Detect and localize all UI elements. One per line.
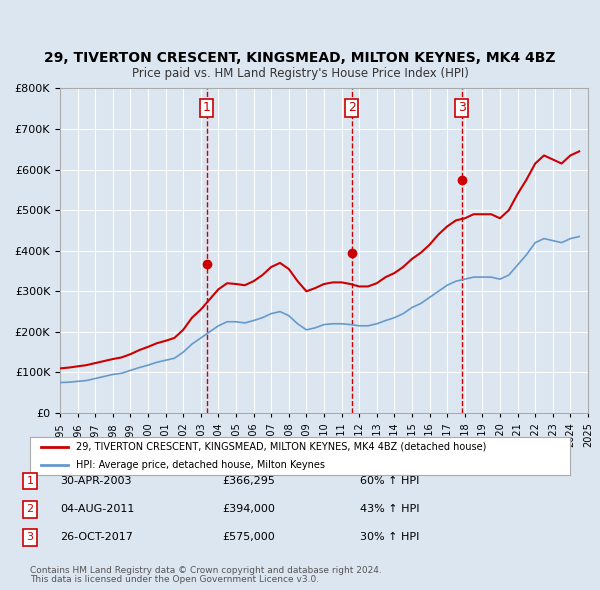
Text: 26-OCT-2017: 26-OCT-2017 xyxy=(60,533,133,542)
Text: 43% ↑ HPI: 43% ↑ HPI xyxy=(360,504,419,514)
Text: 2: 2 xyxy=(26,504,34,514)
Text: 30% ↑ HPI: 30% ↑ HPI xyxy=(360,533,419,542)
Text: 2: 2 xyxy=(348,101,356,114)
Text: 3: 3 xyxy=(458,101,466,114)
Text: Contains HM Land Registry data © Crown copyright and database right 2024.: Contains HM Land Registry data © Crown c… xyxy=(30,566,382,575)
Text: 3: 3 xyxy=(26,533,34,542)
Text: 29, TIVERTON CRESCENT, KINGSMEAD, MILTON KEYNES, MK4 4BZ (detached house): 29, TIVERTON CRESCENT, KINGSMEAD, MILTON… xyxy=(76,442,486,452)
Text: £394,000: £394,000 xyxy=(222,504,275,514)
Text: £575,000: £575,000 xyxy=(222,533,275,542)
Text: 1: 1 xyxy=(203,101,211,114)
Text: This data is licensed under the Open Government Licence v3.0.: This data is licensed under the Open Gov… xyxy=(30,575,319,584)
Text: Price paid vs. HM Land Registry's House Price Index (HPI): Price paid vs. HM Land Registry's House … xyxy=(131,67,469,80)
Text: £366,295: £366,295 xyxy=(222,476,275,486)
Text: 60% ↑ HPI: 60% ↑ HPI xyxy=(360,476,419,486)
Text: 04-AUG-2011: 04-AUG-2011 xyxy=(60,504,134,514)
Text: HPI: Average price, detached house, Milton Keynes: HPI: Average price, detached house, Milt… xyxy=(76,460,325,470)
Text: 29, TIVERTON CRESCENT, KINGSMEAD, MILTON KEYNES, MK4 4BZ: 29, TIVERTON CRESCENT, KINGSMEAD, MILTON… xyxy=(44,51,556,65)
Text: 30-APR-2003: 30-APR-2003 xyxy=(60,476,131,486)
Text: 1: 1 xyxy=(26,476,34,486)
